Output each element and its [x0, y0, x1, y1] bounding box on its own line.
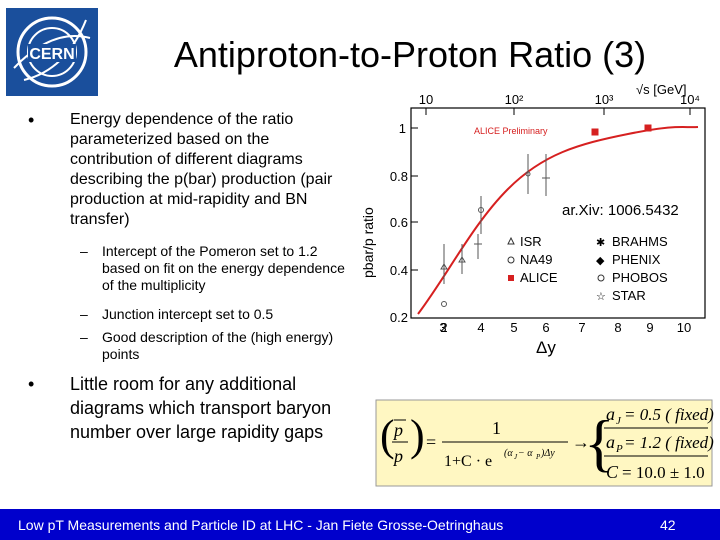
x-tick-label: 8: [614, 320, 621, 335]
param-a-j: a: [606, 404, 615, 424]
y-tick-label: 1: [399, 121, 406, 136]
param-a-j-value: = 0.5 ( fixed): [624, 405, 714, 424]
legend-phobos-icon: [597, 274, 605, 282]
top-axis-label: √s [GeV]: [636, 84, 686, 97]
x-tick-label: 2: [440, 320, 447, 335]
x-axis-label: Δy: [536, 338, 556, 357]
bullet-marker: •: [28, 374, 35, 394]
isr-point: [458, 256, 466, 263]
x-tick-label: 6: [542, 320, 549, 335]
sub-bullet-text: Good description of the (high energy) po…: [102, 329, 334, 362]
bullet-text: Energy dependence of the ratio parameter…: [70, 111, 333, 228]
x-tick-label: 9: [646, 320, 653, 335]
legend-star-icon: ☆: [596, 291, 606, 303]
legend-phenix-icon: ◆: [596, 255, 605, 267]
fraction-denominator: 1+C · e: [444, 453, 492, 470]
bullet-marker: •: [28, 110, 35, 130]
preliminary-label: ALICE Preliminary: [474, 126, 548, 136]
right-paren: ): [410, 411, 425, 460]
param-c-value: = 10.0 ± 1.0: [622, 463, 705, 482]
top-tick-label: 10³: [595, 92, 614, 107]
param-a-p-sub: P: [615, 443, 623, 455]
y-tick-label: 0.4: [390, 263, 408, 278]
left-brace: {: [584, 407, 615, 478]
top-tick-label: 10: [419, 92, 433, 107]
sub-bullet-text: Junction intercept set to 0.5: [102, 306, 274, 322]
fit-curve: [417, 126, 699, 315]
exponent-mid: − α: [518, 448, 533, 459]
exponent-sub-j: J: [514, 453, 518, 461]
legend-label: STAR: [612, 288, 646, 303]
isr-point: [440, 263, 448, 270]
y-axis-label: pbar/p ratio: [360, 207, 376, 278]
plot-frame: [410, 107, 706, 319]
slide-title: Antiproton-to-Proton Ratio (3): [173, 34, 647, 75]
legend-na49-icon: [507, 256, 515, 264]
legend-label: ALICE: [520, 270, 558, 285]
exponent-open: (α: [504, 448, 513, 459]
x-tick-label: 7: [578, 320, 585, 335]
footer-text: Low pT Measurements and Particle ID at L…: [18, 517, 504, 533]
legend-label: PHENIX: [612, 252, 661, 267]
ratio-plot: 10 10² 10³ 10⁴ √s [GeV] 1 0.8 0.6 0.4 0.…: [390, 84, 706, 335]
param-c: C: [606, 462, 619, 482]
star-point: [525, 171, 531, 177]
param-a-j-sub: J: [616, 415, 622, 427]
legend-isr-icon: [507, 236, 515, 245]
fraction-numerator: 1: [492, 418, 501, 438]
sub-bullet-marker: –: [80, 243, 88, 259]
top-tick-label: 10²: [505, 92, 524, 107]
formula-background: [375, 399, 713, 487]
y-tick-label: 0.8: [390, 169, 408, 184]
y-tick-label: 0.6: [390, 215, 408, 230]
exponent-close: )Δy: [540, 448, 555, 459]
x-tick-label: 5: [510, 320, 517, 335]
top-tick-label: 10⁴: [680, 92, 700, 107]
arrow-icon: →: [572, 432, 590, 452]
lhs-denominator: p: [392, 446, 403, 466]
legend-label: NA49: [520, 252, 553, 267]
x-tick-label: 3: [439, 320, 446, 335]
sub-bullet-text: Intercept of the Pomeron set to 1.2 base…: [102, 243, 345, 293]
arxiv-reference: ar.Xiv: 1006.5432: [562, 202, 679, 219]
sub-bullet-marker: –: [80, 306, 88, 322]
left-paren: (: [380, 411, 395, 460]
lhs-numerator: p: [392, 420, 403, 440]
legend-brahms-icon: ✱: [596, 237, 605, 249]
na49-point: [441, 301, 447, 307]
exponent-sub-p: P: [535, 453, 541, 461]
param-a-p-value: = 1.2 ( fixed): [624, 433, 714, 452]
x-tick-label: 10: [677, 320, 691, 335]
legend-label: PHOBOS: [612, 270, 668, 285]
alice-point: [591, 128, 599, 136]
formula-box: ( p p ) = 1 1+C · e (α J − α P )Δy → { a…: [375, 399, 714, 487]
cern-logo: CERN: [6, 8, 98, 96]
page-number: 42: [660, 517, 676, 533]
legend-label: ISR: [520, 234, 542, 249]
footer-bar: Low pT Measurements and Particle ID at L…: [0, 509, 720, 540]
bullet-text: Little room for any additional diagrams …: [70, 374, 332, 442]
alice-point: [644, 124, 652, 132]
sub-bullet-marker: –: [80, 329, 88, 345]
equals-sign: =: [426, 432, 436, 452]
legend-label: BRAHMS: [612, 234, 668, 249]
x-tick-label: 4: [477, 320, 484, 335]
y-tick-label: 0.2: [390, 310, 408, 325]
legend-alice-icon: [508, 275, 514, 281]
logo-text: CERN: [29, 46, 74, 63]
param-a-p: a: [606, 432, 615, 452]
